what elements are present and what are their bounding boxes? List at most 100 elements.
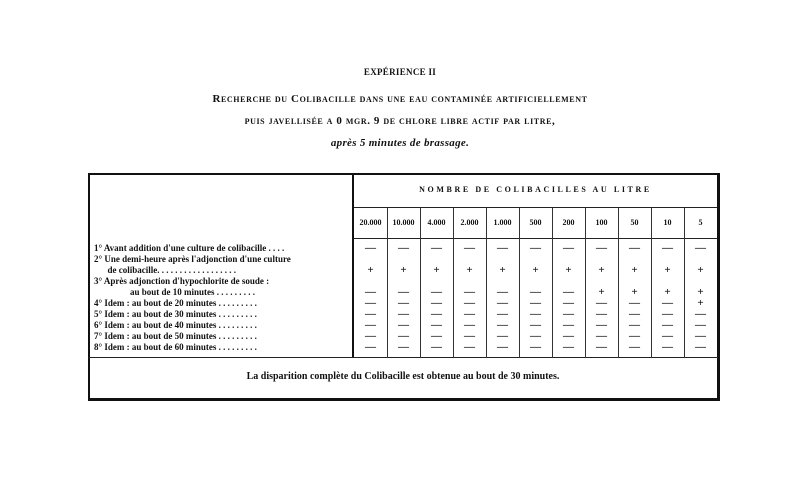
- negative-mark: —: [530, 242, 541, 254]
- title-line-3: après 5 minutes de brassage.: [330, 137, 470, 149]
- positive-mark: +: [664, 264, 671, 276]
- column-divider: [486, 208, 487, 358]
- row-label-line: 4° Idem : au bout de 20 minutes . . . . …: [94, 298, 257, 308]
- table-divider: [354, 238, 717, 239]
- negative-mark: —: [563, 242, 574, 254]
- negative-mark: —: [629, 319, 640, 331]
- column-divider: [387, 208, 388, 358]
- negative-mark: —: [464, 242, 475, 254]
- negative-mark: —: [596, 319, 607, 331]
- row-label-line: au bout de 10 minutes . . . . . . . . .: [94, 287, 256, 297]
- negative-mark: —: [530, 286, 541, 298]
- column-divider: [420, 208, 421, 358]
- column-header: 10: [663, 218, 672, 227]
- negative-mark: —: [662, 242, 673, 254]
- negative-mark: —: [431, 308, 442, 320]
- title-line-1: Recherche du Colibacille dans une eau co…: [212, 93, 588, 105]
- negative-mark: —: [497, 341, 508, 353]
- negative-mark: —: [563, 308, 574, 320]
- negative-mark: —: [431, 286, 442, 298]
- negative-mark: —: [365, 341, 376, 353]
- negative-mark: —: [629, 330, 640, 342]
- negative-mark: —: [695, 319, 706, 331]
- row-label-line: 7° Idem : au bout de 50 minutes . . . . …: [94, 331, 257, 341]
- negative-mark: —: [530, 341, 541, 353]
- positive-mark: +: [499, 264, 506, 276]
- negative-mark: —: [365, 297, 376, 309]
- negative-mark: —: [365, 319, 376, 331]
- negative-mark: —: [629, 242, 640, 254]
- experiment-heading: EXPÉRIENCE II: [363, 67, 437, 77]
- negative-mark: —: [464, 286, 475, 298]
- negative-mark: —: [497, 319, 508, 331]
- column-header: 100: [595, 218, 608, 227]
- column-header: 500: [529, 218, 542, 227]
- negative-mark: —: [464, 330, 475, 342]
- negative-mark: —: [497, 242, 508, 254]
- column-divider: [618, 208, 619, 358]
- negative-mark: —: [695, 341, 706, 353]
- negative-mark: —: [530, 297, 541, 309]
- negative-mark: —: [629, 308, 640, 320]
- column-header: 1.000: [493, 218, 512, 227]
- positive-mark: +: [565, 264, 572, 276]
- negative-mark: —: [464, 297, 475, 309]
- negative-mark: —: [563, 341, 574, 353]
- table-divider: [354, 207, 717, 208]
- column-header: 4.000: [427, 218, 446, 227]
- negative-mark: —: [629, 297, 640, 309]
- column-divider: [453, 208, 454, 358]
- column-divider: [651, 208, 652, 358]
- negative-mark: —: [695, 308, 706, 320]
- positive-mark: +: [598, 264, 605, 276]
- negative-mark: —: [464, 341, 475, 353]
- negative-mark: —: [398, 286, 409, 298]
- negative-mark: —: [662, 297, 673, 309]
- negative-mark: —: [563, 286, 574, 298]
- row-label-line: 5° Idem : au bout de 30 minutes . . . . …: [94, 309, 257, 319]
- negative-mark: —: [464, 319, 475, 331]
- row-label-line: 2° Une demi-heure après l'adjonction d'u…: [94, 254, 291, 264]
- negative-mark: —: [563, 319, 574, 331]
- negative-mark: —: [695, 242, 706, 254]
- table-divider: [88, 357, 718, 358]
- negative-mark: —: [365, 330, 376, 342]
- group-header: NOMBRE DE COLIBACILLES AU LITRE: [419, 185, 652, 194]
- negative-mark: —: [596, 297, 607, 309]
- negative-mark: —: [431, 242, 442, 254]
- positive-mark: +: [400, 264, 407, 276]
- negative-mark: —: [497, 308, 508, 320]
- column-header: 200: [562, 218, 575, 227]
- negative-mark: —: [431, 297, 442, 309]
- positive-mark: +: [532, 264, 539, 276]
- positive-mark: +: [433, 264, 440, 276]
- negative-mark: —: [365, 242, 376, 254]
- positive-mark: +: [631, 286, 638, 298]
- negative-mark: —: [398, 341, 409, 353]
- negative-mark: —: [563, 297, 574, 309]
- negative-mark: —: [530, 330, 541, 342]
- negative-mark: —: [398, 330, 409, 342]
- row-label-line: 1° Avant addition d'une culture de colib…: [94, 243, 285, 253]
- negative-mark: —: [662, 330, 673, 342]
- negative-mark: —: [629, 341, 640, 353]
- column-header: 2.000: [460, 218, 479, 227]
- column-divider: [684, 208, 685, 358]
- negative-mark: —: [464, 308, 475, 320]
- negative-mark: —: [497, 297, 508, 309]
- positive-mark: +: [664, 286, 671, 298]
- negative-mark: —: [662, 308, 673, 320]
- column-divider: [552, 208, 553, 358]
- negative-mark: —: [497, 286, 508, 298]
- positive-mark: +: [466, 264, 473, 276]
- row-label-line: 3° Après adjonction d'hypochlorite de so…: [94, 276, 270, 286]
- positive-mark: +: [697, 286, 704, 298]
- negative-mark: —: [431, 330, 442, 342]
- positive-mark: +: [631, 264, 638, 276]
- positive-mark: +: [367, 264, 374, 276]
- negative-mark: —: [431, 341, 442, 353]
- row-label-line: 8° Idem : au bout de 60 minutes . . . . …: [94, 342, 257, 352]
- negative-mark: —: [662, 319, 673, 331]
- negative-mark: —: [431, 319, 442, 331]
- row-label-line: 6° Idem : au bout de 40 minutes . . . . …: [94, 320, 257, 330]
